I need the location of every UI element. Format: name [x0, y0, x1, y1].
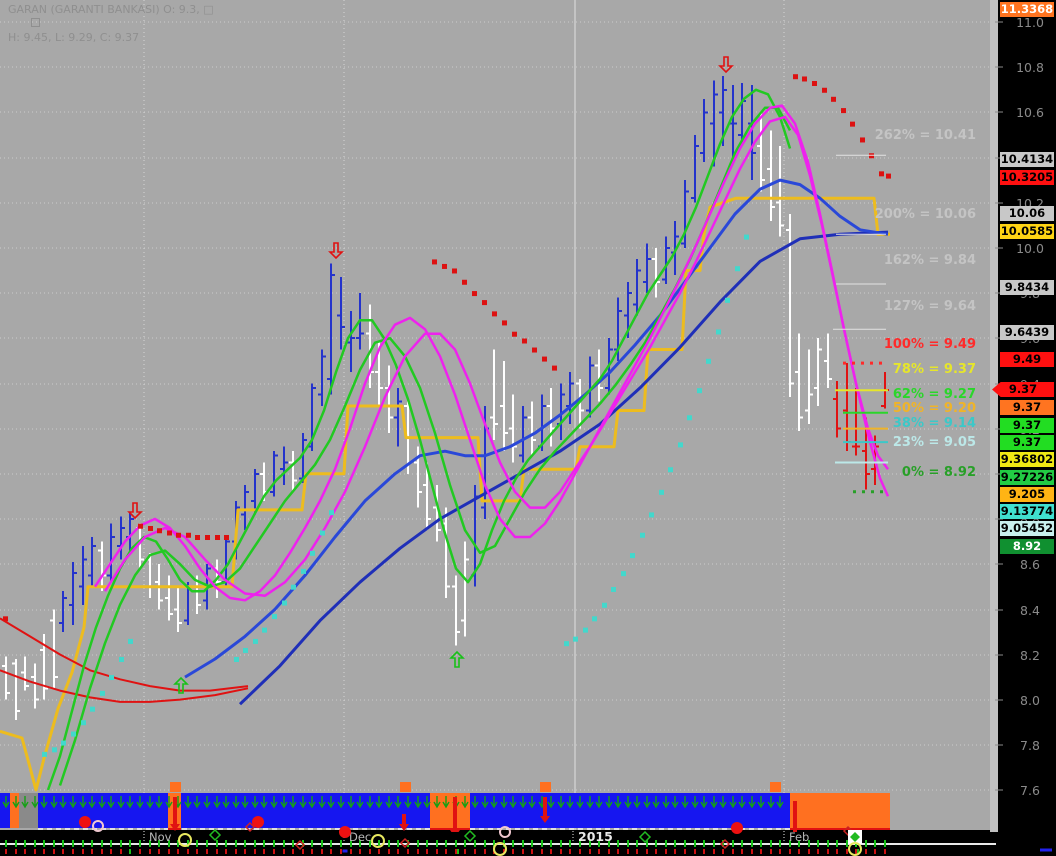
price-axis-label: 8.8	[1020, 512, 1040, 527]
expert-square-icon	[170, 782, 181, 792]
fib-label: 38% = 9.14	[893, 416, 976, 431]
ribbon-sell-arrow-icon	[790, 801, 800, 845]
fib-label: 100% = 9.49	[884, 337, 976, 352]
sell-arrow-icon	[328, 242, 344, 260]
expert-square-icon	[540, 782, 551, 792]
fib-label: 127% = 9.64	[884, 299, 976, 314]
axis-markers	[79, 816, 1052, 856]
month-label: Dec	[349, 830, 371, 844]
month-label: Feb	[789, 830, 809, 844]
price-axis-label: 9.4	[1020, 377, 1040, 392]
gridlines	[0, 0, 990, 830]
ribbon-sell-arrow-icon	[399, 814, 409, 831]
month-label: 2015	[578, 829, 613, 844]
price-axis-label: 10.2	[1016, 196, 1044, 211]
buy-arrow-icon	[173, 676, 189, 694]
fibonacci-levels: 262% = 10.41 200% = 10.06 162% = 9.84 127% …	[833, 128, 976, 494]
price-axis-label: 9.8	[1020, 286, 1040, 301]
ribbon-sell-arrow-icon	[450, 797, 460, 837]
price-axis-label: 10.0	[1016, 241, 1044, 256]
price-axis-label: 8.4	[1020, 603, 1040, 618]
fib-label: 162% = 9.84	[884, 253, 976, 268]
price-axis-label: 10.4	[1016, 151, 1044, 166]
ribbon-sell-arrow-icon	[540, 797, 550, 823]
date-axis: Nov Dec 2015 Feb	[143, 829, 809, 844]
ribbon-sell-arrow-icon	[170, 797, 180, 831]
price-axis-label: 9.6	[1020, 331, 1040, 346]
fib-label: 262% = 10.41	[875, 128, 976, 143]
price-axis-label: 8.6	[1020, 557, 1040, 572]
fib-label: 200% = 10.06	[875, 207, 976, 222]
sell-arrow-icon	[127, 502, 143, 520]
month-label: Nov	[149, 830, 172, 844]
chart-title: GARAN (GARANTI BANKASI) O: 9.3, □	[8, 3, 214, 16]
vertical-scrollbar	[990, 0, 998, 832]
ohlc-readout: H: 9.45, L: 9.29, C: 9.37	[8, 31, 140, 44]
buy-arrow-icon	[449, 650, 465, 668]
indicator-lines	[0, 88, 890, 792]
price-axis-label: 7.6	[1020, 783, 1040, 798]
price-axis-label: 9.0	[1020, 467, 1040, 482]
fib-label: 23% = 9.05	[893, 435, 976, 450]
fib-label: 0% = 8.92	[902, 465, 976, 480]
price-axis-label: 11.0	[1016, 15, 1044, 30]
fib-label: 78% = 9.37	[893, 362, 976, 377]
price-axis-label: 8.0	[1020, 693, 1040, 708]
legend-square-icon	[31, 18, 40, 27]
price-axis-label: 10.6	[1016, 105, 1044, 120]
fib-label: 62% = 9.27	[893, 387, 976, 402]
sell-arrow-icon	[718, 56, 734, 74]
expert-ribbon	[0, 782, 890, 845]
fib-label: 50% = 9.20	[893, 401, 976, 416]
expert-square-icon	[400, 782, 411, 792]
price-axis-label: 7.8	[1020, 738, 1040, 753]
price-axis-label: 9.2	[1020, 422, 1040, 437]
parabolic-sar-dots	[3, 74, 891, 757]
signal-arrows	[127, 56, 734, 694]
expert-square-icon	[770, 782, 781, 792]
price-axis-label: 8.2	[1020, 648, 1040, 663]
price-axis-label: 10.8	[1016, 60, 1044, 75]
